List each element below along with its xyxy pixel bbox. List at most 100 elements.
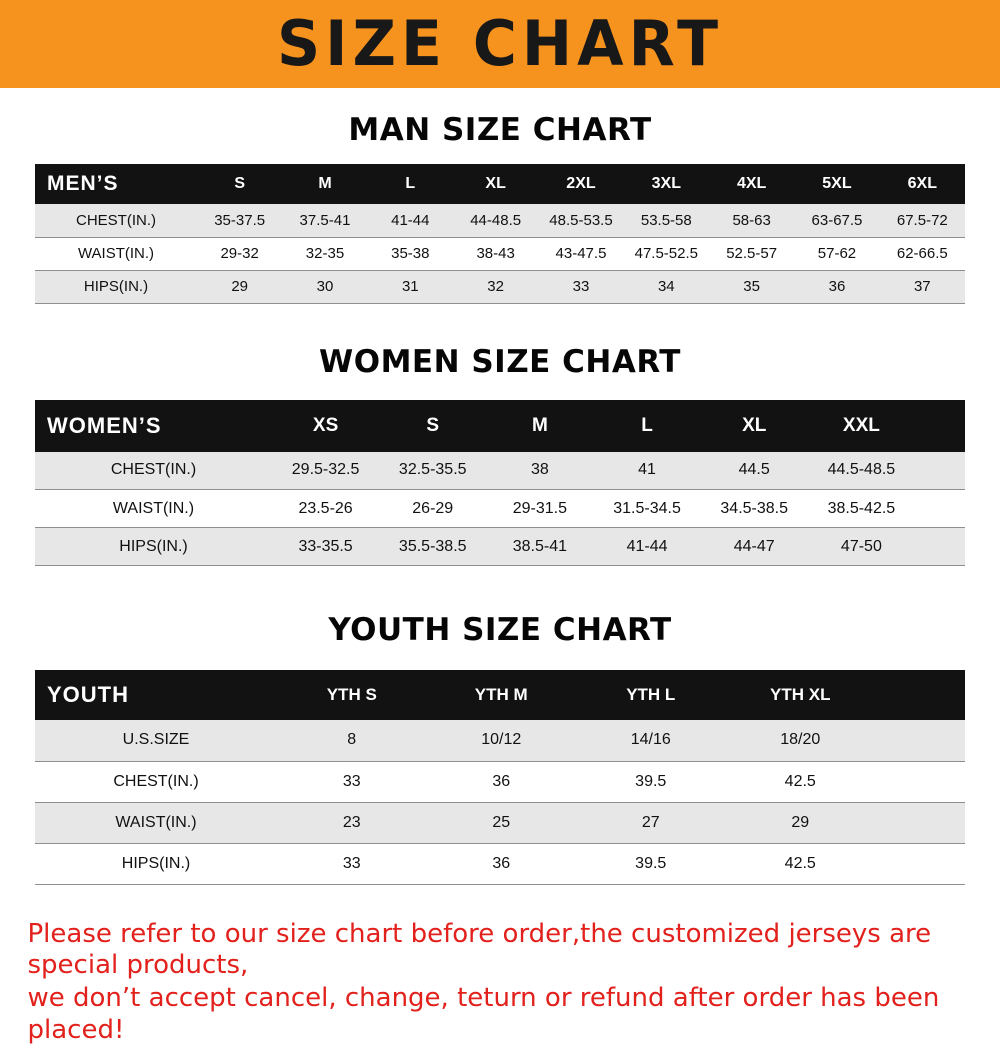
size-column-header: M (486, 400, 593, 452)
value-cell: 44.5-48.5 (808, 452, 915, 490)
value-cell: 41-44 (593, 528, 700, 566)
value-cell: 8 (277, 720, 427, 761)
value-cell: 42.5 (726, 843, 876, 884)
value-cell: 38 (486, 452, 593, 490)
size-column-header: 2XL (538, 164, 623, 204)
size-column-header: YTH M (427, 670, 577, 720)
row-label: CHEST(IN.) (35, 761, 277, 802)
size-column-header: YTH XL (726, 670, 876, 720)
value-cell: 34.5-38.5 (701, 490, 808, 528)
value-cell: 31 (368, 270, 453, 303)
women-corner-label: WOMEN’S (35, 400, 272, 452)
men-corner-label: MEN’S (35, 164, 197, 204)
value-cell: 34 (624, 270, 709, 303)
value-cell: 29 (197, 270, 282, 303)
value-cell: 36 (427, 843, 577, 884)
value-cell: 39.5 (576, 761, 726, 802)
youth-section-heading: YOUTH SIZE CHART (0, 612, 1000, 648)
value-cell: 29-32 (197, 237, 282, 270)
spacer-cell (915, 400, 965, 452)
value-cell: 35 (709, 270, 794, 303)
value-cell: 29.5-32.5 (272, 452, 379, 490)
value-cell: 36 (794, 270, 879, 303)
size-column-header: L (368, 164, 453, 204)
row-label: HIPS(IN.) (35, 270, 197, 303)
size-column-header: 4XL (709, 164, 794, 204)
size-column-header: XL (453, 164, 538, 204)
value-cell: 26-29 (379, 490, 486, 528)
value-cell: 29 (726, 802, 876, 843)
row-label: CHEST(IN.) (35, 452, 272, 490)
value-cell: 30 (282, 270, 367, 303)
spacer-cell (915, 452, 965, 490)
row-label: HIPS(IN.) (35, 528, 272, 566)
value-cell: 36 (427, 761, 577, 802)
size-column-header: YTH S (277, 670, 427, 720)
value-cell: 38-43 (453, 237, 538, 270)
value-cell: 35-38 (368, 237, 453, 270)
spacer-cell (875, 802, 965, 843)
size-column-header: L (593, 400, 700, 452)
spacer-cell (875, 670, 965, 720)
value-cell: 63-67.5 (794, 204, 879, 237)
value-cell: 62-66.5 (880, 237, 965, 270)
spacer-cell (875, 843, 965, 884)
value-cell: 41 (593, 452, 700, 490)
size-column-header: S (197, 164, 282, 204)
value-cell: 27 (576, 802, 726, 843)
value-cell: 41-44 (368, 204, 453, 237)
banner-title: SIZE CHART (277, 8, 723, 81)
value-cell: 18/20 (726, 720, 876, 761)
value-cell: 33 (277, 843, 427, 884)
row-label: WAIST(IN.) (35, 237, 197, 270)
value-cell: 53.5-58 (624, 204, 709, 237)
value-cell: 47-50 (808, 528, 915, 566)
size-column-header: XL (701, 400, 808, 452)
value-cell: 25 (427, 802, 577, 843)
value-cell: 52.5-57 (709, 237, 794, 270)
row-label: WAIST(IN.) (35, 802, 277, 843)
value-cell: 14/16 (576, 720, 726, 761)
value-cell: 37.5-41 (282, 204, 367, 237)
size-column-header: XXL (808, 400, 915, 452)
footer-line-1: Please refer to our size chart before or… (28, 919, 973, 982)
value-cell: 44-48.5 (453, 204, 538, 237)
size-column-header: S (379, 400, 486, 452)
value-cell: 58-63 (709, 204, 794, 237)
size-column-header: 5XL (794, 164, 879, 204)
value-cell: 43-47.5 (538, 237, 623, 270)
footer-line-2: we don’t accept cancel, change, teturn o… (28, 983, 973, 1046)
women-section-heading: WOMEN SIZE CHART (0, 344, 1000, 380)
banner: SIZE CHART (0, 0, 1000, 88)
value-cell: 10/12 (427, 720, 577, 761)
value-cell: 32-35 (282, 237, 367, 270)
value-cell: 67.5-72 (880, 204, 965, 237)
size-column-header: 6XL (880, 164, 965, 204)
spacer-cell (915, 490, 965, 528)
spacer-cell (875, 720, 965, 761)
value-cell: 48.5-53.5 (538, 204, 623, 237)
spacer-cell (915, 528, 965, 566)
value-cell: 44-47 (701, 528, 808, 566)
value-cell: 35-37.5 (197, 204, 282, 237)
value-cell: 23 (277, 802, 427, 843)
size-column-header: 3XL (624, 164, 709, 204)
row-label: CHEST(IN.) (35, 204, 197, 237)
value-cell: 35.5-38.5 (379, 528, 486, 566)
value-cell: 33-35.5 (272, 528, 379, 566)
value-cell: 38.5-41 (486, 528, 593, 566)
youth-corner-label: YOUTH (35, 670, 277, 720)
